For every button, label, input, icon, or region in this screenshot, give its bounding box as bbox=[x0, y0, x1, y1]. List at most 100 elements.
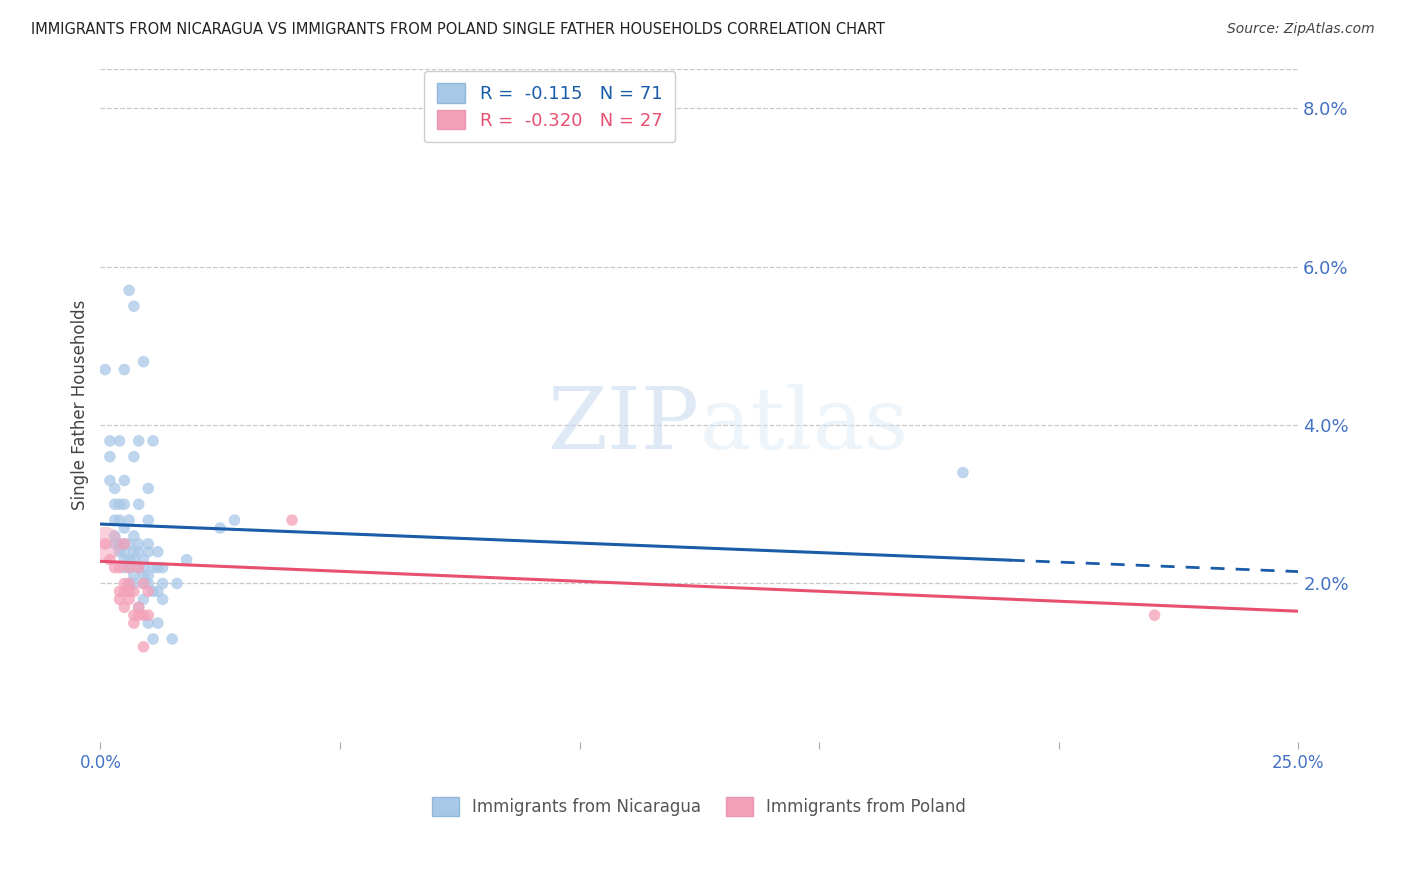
Point bbox=[108, 537, 131, 551]
Point bbox=[104, 497, 127, 511]
Point bbox=[108, 545, 131, 559]
Point bbox=[146, 560, 169, 574]
Point bbox=[142, 632, 165, 646]
Point bbox=[128, 497, 150, 511]
Point bbox=[132, 568, 155, 582]
Point bbox=[132, 592, 155, 607]
Point bbox=[122, 552, 145, 566]
Point bbox=[136, 482, 159, 496]
Point bbox=[122, 568, 145, 582]
Point bbox=[166, 576, 188, 591]
Point bbox=[122, 584, 145, 599]
Y-axis label: Single Father Households: Single Father Households bbox=[72, 300, 89, 510]
Point bbox=[104, 529, 127, 543]
Point bbox=[108, 513, 131, 527]
Point bbox=[136, 608, 159, 623]
Point bbox=[132, 608, 155, 623]
Point bbox=[118, 560, 141, 574]
Point bbox=[104, 560, 127, 574]
Point bbox=[104, 537, 127, 551]
Point bbox=[122, 299, 145, 313]
Point bbox=[112, 521, 135, 535]
Legend: Immigrants from Nicaragua, Immigrants from Poland: Immigrants from Nicaragua, Immigrants fr… bbox=[426, 790, 973, 822]
Point bbox=[142, 560, 165, 574]
Point bbox=[122, 529, 145, 543]
Point bbox=[112, 497, 135, 511]
Point bbox=[94, 537, 117, 551]
Point bbox=[128, 537, 150, 551]
Point bbox=[1143, 608, 1166, 623]
Point bbox=[128, 600, 150, 615]
Point bbox=[128, 545, 150, 559]
Text: IMMIGRANTS FROM NICARAGUA VS IMMIGRANTS FROM POLAND SINGLE FATHER HOUSEHOLDS COR: IMMIGRANTS FROM NICARAGUA VS IMMIGRANTS … bbox=[31, 22, 884, 37]
Point bbox=[132, 560, 155, 574]
Point bbox=[112, 552, 135, 566]
Point bbox=[142, 434, 165, 448]
Point bbox=[136, 576, 159, 591]
Point bbox=[122, 450, 145, 464]
Point bbox=[118, 576, 141, 591]
Point bbox=[98, 474, 121, 488]
Point bbox=[132, 354, 155, 368]
Point bbox=[146, 584, 169, 599]
Point bbox=[112, 560, 135, 574]
Point bbox=[108, 497, 131, 511]
Point bbox=[112, 537, 135, 551]
Point bbox=[128, 434, 150, 448]
Point bbox=[132, 576, 155, 591]
Point bbox=[108, 434, 131, 448]
Point bbox=[118, 552, 141, 566]
Point bbox=[128, 600, 150, 615]
Point bbox=[108, 592, 131, 607]
Point bbox=[122, 608, 145, 623]
Point bbox=[146, 616, 169, 631]
Point bbox=[98, 450, 121, 464]
Text: ZIP: ZIP bbox=[547, 384, 699, 467]
Point bbox=[98, 434, 121, 448]
Point bbox=[142, 584, 165, 599]
Point bbox=[112, 584, 135, 599]
Point bbox=[118, 513, 141, 527]
Point bbox=[98, 552, 121, 566]
Point bbox=[152, 576, 174, 591]
Text: atlas: atlas bbox=[699, 384, 908, 467]
Point bbox=[160, 632, 183, 646]
Point bbox=[108, 584, 131, 599]
Point bbox=[128, 560, 150, 574]
Point bbox=[136, 513, 159, 527]
Point bbox=[146, 545, 169, 559]
Point bbox=[136, 568, 159, 582]
Point bbox=[152, 560, 174, 574]
Point bbox=[108, 560, 131, 574]
Point bbox=[118, 284, 141, 298]
Point bbox=[209, 521, 232, 535]
Point bbox=[118, 592, 141, 607]
Point bbox=[118, 584, 141, 599]
Point bbox=[128, 608, 150, 623]
Point bbox=[152, 592, 174, 607]
Point bbox=[112, 576, 135, 591]
Point bbox=[112, 474, 135, 488]
Point bbox=[112, 545, 135, 559]
Point bbox=[224, 513, 246, 527]
Point bbox=[118, 576, 141, 591]
Point bbox=[952, 466, 974, 480]
Point bbox=[118, 560, 141, 574]
Point bbox=[132, 552, 155, 566]
Point bbox=[122, 576, 145, 591]
Point bbox=[136, 537, 159, 551]
Point bbox=[132, 576, 155, 591]
Text: Source: ZipAtlas.com: Source: ZipAtlas.com bbox=[1227, 22, 1375, 37]
Point bbox=[118, 537, 141, 551]
Point bbox=[176, 552, 198, 566]
Point bbox=[132, 640, 155, 654]
Point bbox=[112, 537, 135, 551]
Point bbox=[136, 545, 159, 559]
Point bbox=[112, 600, 135, 615]
Point bbox=[104, 513, 127, 527]
Point bbox=[94, 362, 117, 376]
Point bbox=[128, 560, 150, 574]
Point bbox=[281, 513, 304, 527]
Point bbox=[122, 545, 145, 559]
Point bbox=[104, 482, 127, 496]
